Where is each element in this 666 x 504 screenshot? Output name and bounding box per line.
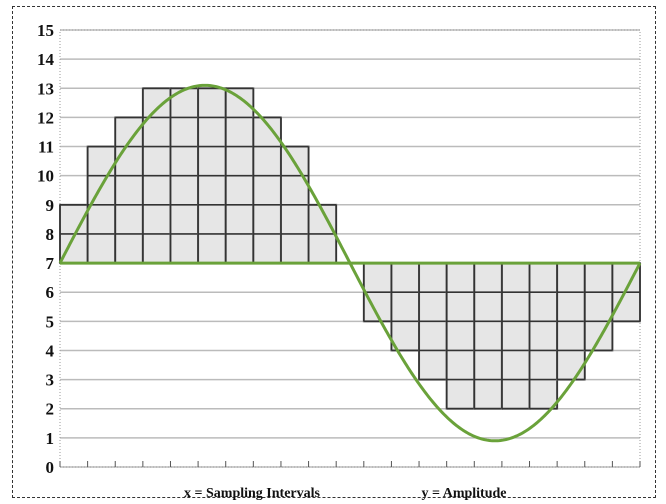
sample-bar	[418, 262, 448, 381]
chart-frame	[12, 6, 656, 498]
sample-bar-fill	[390, 262, 421, 352]
y-tick-label: 0	[46, 458, 55, 477]
sample-bar	[473, 262, 503, 410]
y-tick-label: 15	[37, 21, 54, 40]
sample-bar-fill	[445, 262, 476, 410]
sample-bar	[252, 116, 282, 265]
x-axis-ticks	[59, 461, 641, 467]
sample-bar	[169, 87, 200, 265]
sample-bar-fill	[473, 262, 503, 410]
sample-bars	[59, 87, 642, 410]
y-tick-label: 13	[37, 79, 54, 98]
y-tick-label: 6	[46, 283, 55, 302]
sample-bar	[445, 262, 476, 410]
sample-bar-fill	[528, 262, 559, 410]
y-tick-label: 14	[37, 50, 55, 69]
sample-bar-fill	[500, 262, 531, 410]
sample-bar	[556, 262, 586, 381]
y-tick-label: 9	[46, 196, 55, 215]
sample-bar	[197, 87, 227, 265]
sample-bar	[141, 87, 172, 265]
y-tick-label: 5	[46, 312, 55, 331]
y-axis-label: y = Amplitude	[422, 486, 507, 501]
y-tick-label: 1	[46, 429, 55, 448]
sample-bar	[390, 262, 421, 352]
sample-bar	[114, 116, 144, 265]
y-tick-label: 3	[46, 371, 55, 390]
y-tick-label: 8	[46, 225, 55, 244]
sample-bar-fill	[252, 116, 282, 265]
y-tick-label: 12	[37, 108, 54, 127]
x-axis-label: x = Sampling Intervals	[184, 486, 320, 501]
sample-bar-fill	[114, 116, 144, 265]
y-tick-label: 4	[46, 341, 55, 360]
sample-bar	[528, 262, 559, 410]
sample-bar	[500, 262, 531, 410]
sample-bar	[224, 87, 255, 265]
y-tick-label: 11	[38, 138, 54, 157]
y-tick-label: 7	[46, 254, 55, 273]
y-tick-label: 10	[37, 167, 54, 186]
y-tick-label: 2	[46, 400, 55, 419]
